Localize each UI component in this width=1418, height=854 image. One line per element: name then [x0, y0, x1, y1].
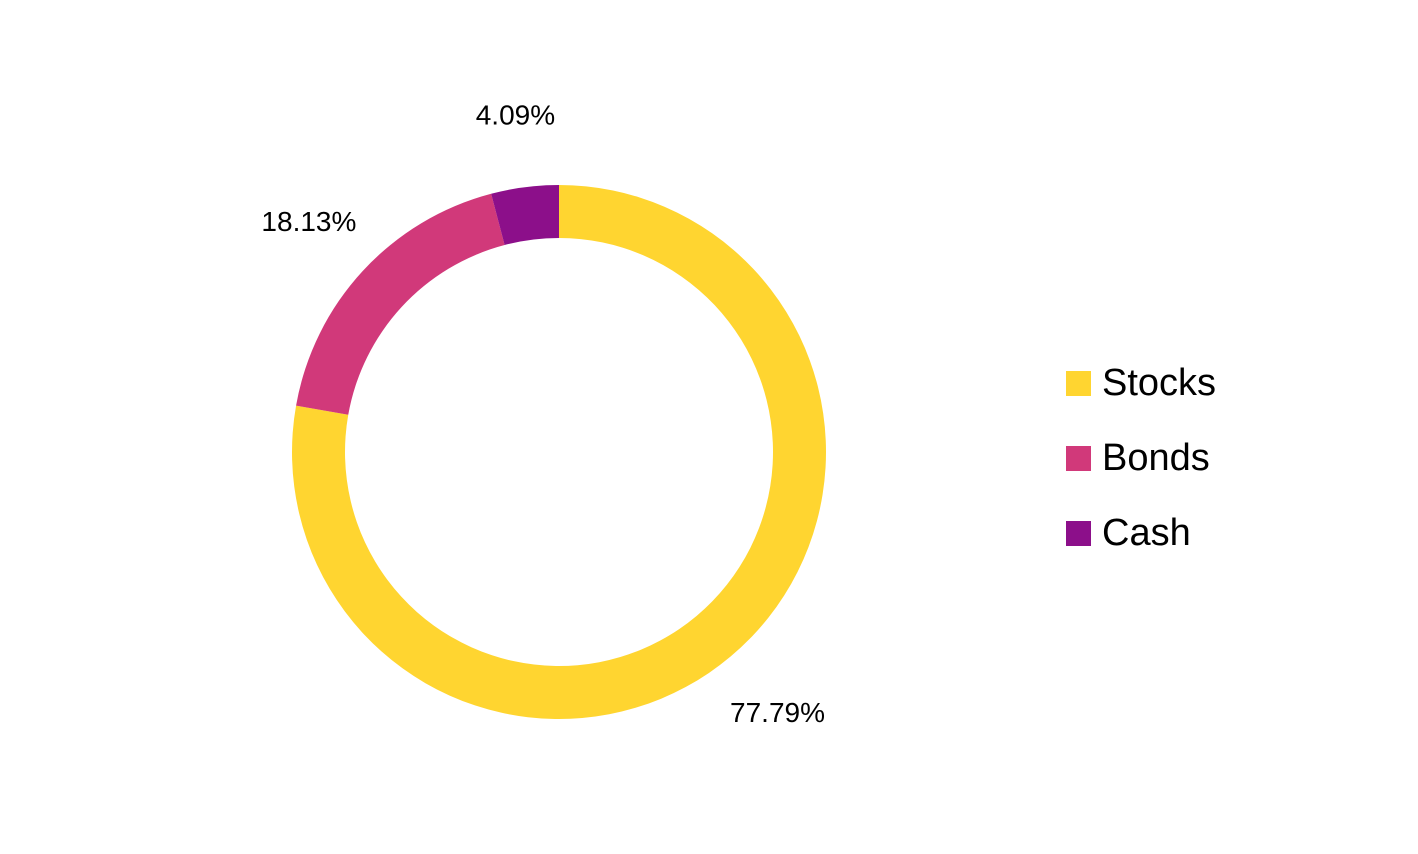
- data-label-stocks: 77.79%: [730, 697, 825, 728]
- donut-slice-cash: [491, 185, 559, 246]
- donut-data-labels: 77.79% 18.13% 4.09%: [261, 99, 825, 728]
- legend-item-cash: Cash: [1066, 508, 1366, 558]
- data-label-cash: 4.09%: [476, 99, 555, 130]
- data-label-bonds: 18.13%: [261, 206, 356, 237]
- donut-slice-bonds: [296, 193, 505, 415]
- legend-item-bonds: Bonds: [1066, 433, 1366, 483]
- legend: Stocks Bonds Cash: [1066, 358, 1366, 583]
- legend-swatch-bonds: [1066, 445, 1091, 471]
- legend-item-stocks: Stocks: [1066, 358, 1366, 408]
- legend-label-bonds: Bonds: [1102, 437, 1210, 479]
- legend-label-cash: Cash: [1102, 512, 1191, 554]
- legend-swatch-stocks: [1066, 370, 1091, 396]
- legend-swatch-cash: [1066, 520, 1091, 546]
- donut-slices: [291, 185, 826, 719]
- legend-label-stocks: Stocks: [1102, 362, 1217, 404]
